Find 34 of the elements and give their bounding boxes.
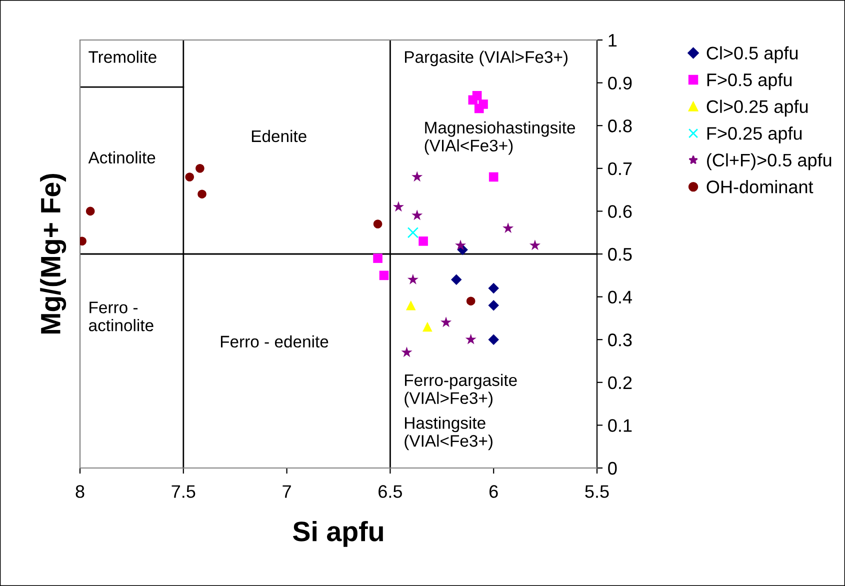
- legend-label: Cl>0.25 apfu: [706, 100, 808, 117]
- y-tick-label: 0.1: [608, 419, 632, 432]
- annotation: Ferro - actinolite: [88, 302, 154, 332]
- y-tick-label: 0.2: [608, 376, 632, 390]
- y-tick-label: 0.5: [608, 248, 632, 261]
- y-tick-label: 0.9: [608, 76, 632, 90]
- legend-label: (Cl+F)>0.5 apfu: [707, 153, 832, 170]
- annotation: Hastingsite (VIAl<Fe3+): [404, 416, 492, 450]
- annotation: Ferro-pargasite (VIAl>Fe3+): [404, 374, 517, 408]
- x-tick-label: 7.5: [172, 485, 196, 498]
- annotation: Magnesiohastingsite (VIAl<Fe3+): [424, 121, 576, 155]
- legend-label: F>0.25 apfu: [707, 126, 802, 144]
- x-tick-label: 7: [282, 485, 291, 498]
- annotation: Ferro - edenite: [220, 335, 328, 348]
- y-axis-title: Mg/(Mg+ Fe): [40, 174, 66, 334]
- legend-label: OH-dominant: [706, 180, 814, 194]
- y-tick-label: 0.8: [608, 120, 632, 132]
- annotation: Pargasite (VIAl>Fe3+): [405, 50, 568, 66]
- x-tick-label: 8: [76, 485, 84, 498]
- annotation: Edenite: [252, 130, 306, 142]
- legend-label: F>0.5 apfu: [707, 73, 792, 90]
- x-axis-title: Si apfu: [293, 520, 383, 547]
- x-tick-label: 6.5: [378, 485, 402, 498]
- annotation: Actinolite: [88, 151, 156, 164]
- y-tick-label: 0.7: [608, 162, 632, 176]
- x-tick-label: 6: [489, 485, 498, 498]
- y-tick-label: 0: [608, 462, 617, 475]
- y-tick-label: 0.4: [608, 290, 632, 304]
- legend-label: Cl>0.5 apfu: [706, 46, 798, 64]
- x-tick-label: 5.5: [585, 485, 609, 498]
- annotation: Tremolite: [88, 50, 156, 63]
- y-tick-label: 0.3: [608, 334, 632, 346]
- y-tick-label: 1: [608, 34, 617, 47]
- y-tick-label: 0.6: [608, 205, 632, 218]
